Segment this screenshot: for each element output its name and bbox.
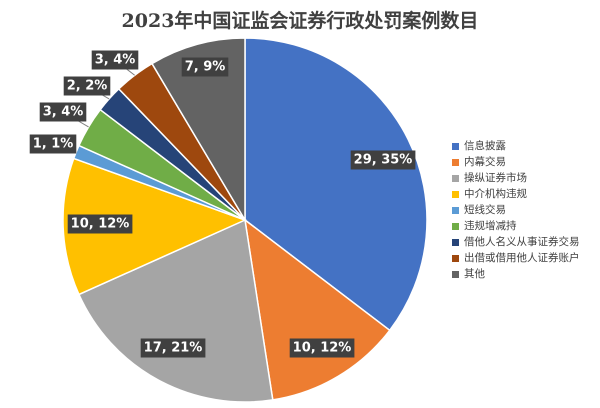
pie-slice xyxy=(150,37,246,223)
data-label-box xyxy=(91,50,139,70)
data-label-text: 10, 12% xyxy=(293,341,352,356)
data-label: 29, 35% xyxy=(350,150,416,170)
data-label-box xyxy=(63,76,111,96)
legend-item: 内幕交易 xyxy=(452,154,580,170)
data-label-text: 3, 4% xyxy=(95,53,136,68)
data-label-box xyxy=(350,150,416,170)
pie-slice xyxy=(62,157,248,296)
legend-swatch xyxy=(452,206,459,214)
legend-swatch xyxy=(452,254,459,262)
legend-item: 出借或借用他人证券账户 xyxy=(452,250,580,266)
legend-swatch xyxy=(452,142,459,150)
legend-item: 信息披露 xyxy=(452,138,580,154)
legend-label: 操纵证券市场 xyxy=(464,172,527,184)
legend: 信息披露内幕交易操纵证券市场 中介机构违规 短线交易违规增减持借他人名义从事证券交易… xyxy=(452,138,580,282)
legend-swatch xyxy=(452,222,459,230)
legend-swatch xyxy=(452,174,459,182)
pie-slice xyxy=(244,37,428,332)
legend-label: 信息披露 xyxy=(464,140,506,152)
legend-label: 其他 xyxy=(464,268,485,280)
legend-label: 违规增减持 xyxy=(464,220,517,232)
data-label-text: 1, 1% xyxy=(33,137,74,152)
data-label: 2, 2% xyxy=(63,76,111,96)
data-label-text: 17, 21% xyxy=(144,341,203,356)
data-label: 10, 12% xyxy=(289,338,355,358)
legend-swatch xyxy=(452,238,459,246)
data-label-text: 2, 2% xyxy=(67,79,108,94)
data-label-text: 7, 9% xyxy=(185,60,226,75)
legend-item: 中介机构违规 xyxy=(452,186,580,202)
data-label-text: 3, 4% xyxy=(43,105,84,120)
data-label-box xyxy=(289,338,355,358)
legend-item: 借他人名义从事证券交易 xyxy=(452,234,580,250)
legend-swatch xyxy=(452,190,459,198)
legend-label: 短线交易 xyxy=(464,204,506,216)
legend-item: 其他 xyxy=(452,266,580,282)
pie-slice xyxy=(77,218,274,403)
data-label: 3, 4% xyxy=(39,102,87,122)
legend-label: 借他人名义从事证券交易 xyxy=(464,236,580,248)
data-label-box xyxy=(39,102,87,122)
data-label: 3, 4% xyxy=(91,50,139,70)
data-label: 10, 12% xyxy=(67,214,133,234)
legend-swatch xyxy=(452,158,459,166)
legend-label: 出借或借用他人证券账户 xyxy=(464,252,580,264)
legend-swatch xyxy=(452,270,459,278)
data-label-text: 10, 12% xyxy=(71,217,130,232)
data-label-box xyxy=(29,134,77,154)
legend-item: 短线交易 xyxy=(452,202,580,218)
chart-title: 2023年中国证监会证券行政处罚案例数目 xyxy=(121,10,479,32)
data-label: 17, 21% xyxy=(140,338,206,358)
data-label: 7, 9% xyxy=(181,57,229,77)
legend-item: 违规增减持 xyxy=(452,218,580,234)
legend-label: 内幕交易 xyxy=(464,156,506,168)
data-label: 1, 1% xyxy=(29,134,77,154)
legend-item: 操纵证券市场 xyxy=(452,170,580,186)
data-label-text: 29, 35% xyxy=(354,153,413,168)
data-label-box xyxy=(140,338,206,358)
data-label-box xyxy=(181,57,229,77)
legend-label: 中介机构违规 xyxy=(464,188,527,200)
data-label-box xyxy=(67,214,133,234)
